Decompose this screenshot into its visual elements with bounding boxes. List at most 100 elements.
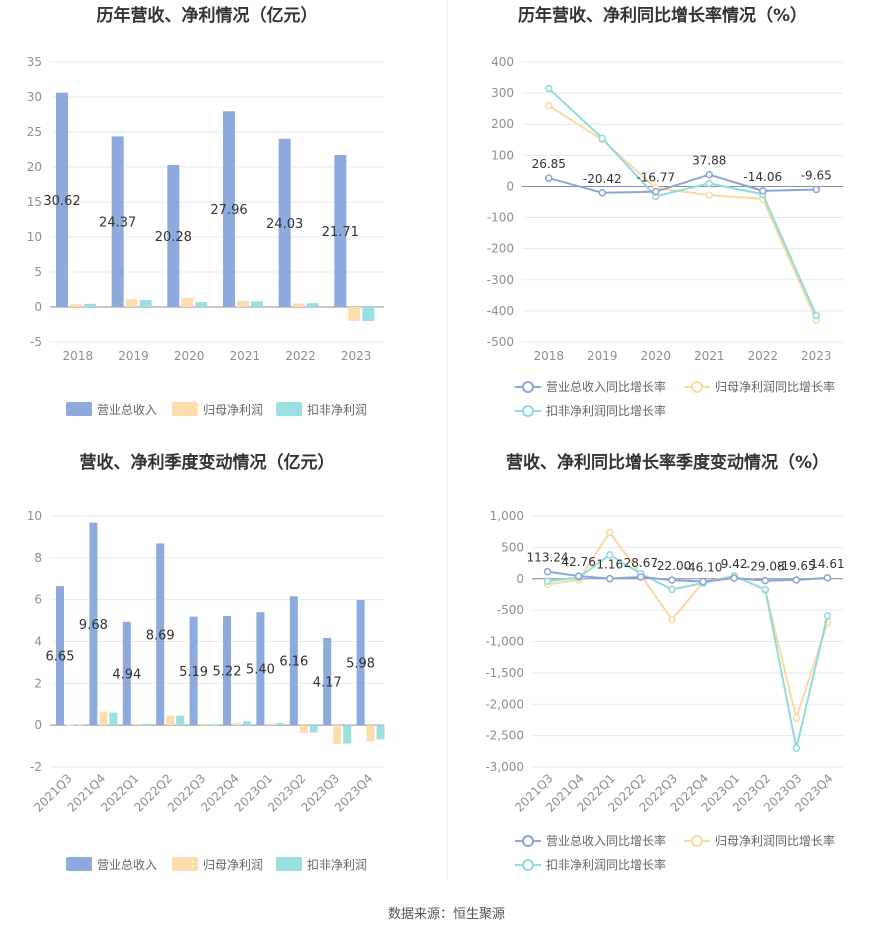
y-tick-label: -500 — [487, 335, 514, 349]
y-tick-label: 0 — [34, 718, 42, 732]
point-value-label: -22.00 — [653, 559, 692, 573]
point-value-label: 26.85 — [532, 157, 566, 171]
y-tick-label: 400 — [491, 55, 514, 69]
bar — [142, 723, 151, 726]
legend-label: 扣非净利润同比增长率 — [546, 857, 666, 872]
series-line — [548, 104, 818, 321]
data-point — [598, 189, 606, 197]
x-tick-label: 2018 — [533, 349, 564, 363]
y-tick-label: -1,000 — [485, 635, 524, 649]
data-point — [545, 101, 553, 110]
chart-title: 历年营收、净利同比增长率情况（%） — [518, 5, 807, 26]
bar-value-label: 5.98 — [346, 657, 375, 672]
bar — [166, 715, 175, 726]
bar — [66, 724, 74, 726]
bar — [237, 300, 249, 307]
point-value-label: 28.67 — [624, 556, 658, 570]
bar-value-label: 5.22 — [213, 665, 242, 680]
series-line — [547, 570, 828, 583]
bar-value-label: 9.68 — [79, 618, 108, 633]
series-line — [547, 530, 829, 722]
y-tick-label: 10 — [27, 509, 42, 523]
legend-marker — [691, 381, 703, 393]
bar — [256, 612, 265, 726]
bar — [89, 522, 98, 726]
data-point — [792, 714, 801, 722]
series-line — [547, 553, 829, 749]
bar — [223, 111, 235, 307]
legend-swatch — [172, 402, 198, 416]
bar-value-label: 30.62 — [43, 194, 80, 209]
data-point — [668, 585, 676, 594]
data-point — [668, 576, 676, 584]
bar-value-label: 5.19 — [179, 665, 208, 680]
legend-swatch — [66, 857, 92, 871]
data-point — [637, 573, 645, 581]
point-value-label: 14.61 — [810, 557, 844, 571]
y-tick-label: -3,000 — [485, 760, 524, 774]
y-tick-label: 1,000 — [490, 509, 524, 523]
y-tick-label: 100 — [491, 148, 514, 162]
legend-label: 营业总收入 — [97, 403, 157, 417]
data-point — [792, 576, 801, 584]
data-source-note: 数据来源：恒生聚源 — [387, 907, 505, 922]
bar — [343, 725, 352, 744]
bar-value-label: 20.28 — [155, 230, 192, 245]
bar — [195, 302, 208, 307]
data-point — [668, 615, 676, 624]
legend-label: 扣非净利润 — [307, 403, 367, 417]
series-line — [548, 173, 817, 194]
bar-value-label: 6.16 — [279, 655, 308, 670]
legend-label: 营业总收入 — [97, 858, 157, 872]
data-point — [543, 567, 552, 576]
y-tick-label: -400 — [487, 304, 514, 318]
x-tick-label: 2022 — [747, 349, 778, 363]
bar — [334, 155, 347, 307]
legend-label: 营业总收入同比增长率 — [546, 833, 666, 848]
data-point — [545, 174, 553, 182]
bar — [323, 637, 332, 726]
annual-growth-rate-chart: 历年营收、净利同比增长率情况（%） -500 -400 -300 -200 -100 0 10… — [487, 5, 843, 418]
bar — [111, 136, 124, 307]
legend-marker — [522, 405, 534, 417]
legend-swatch — [276, 857, 302, 871]
point-value-label: 37.88 — [692, 154, 726, 168]
y-tick-label: 35 — [27, 55, 42, 69]
y-tick-label: 15 — [27, 195, 42, 209]
data-point — [761, 585, 769, 594]
panel-divider — [447, 0, 448, 880]
y-tick-label: -2,000 — [485, 697, 524, 711]
data-point — [823, 612, 832, 620]
bar — [276, 723, 285, 726]
bar — [209, 724, 218, 726]
y-tick-label: 0 — [506, 179, 514, 193]
data-point — [574, 572, 583, 580]
legend-marker — [691, 835, 703, 847]
y-tick-label: 8 — [34, 551, 42, 565]
bar — [289, 596, 298, 726]
point-value-label: 113.24 — [527, 551, 569, 565]
y-tick-label: 2 — [34, 676, 42, 690]
bar-value-label: 6.65 — [46, 650, 75, 665]
data-point — [730, 574, 738, 582]
y-tick-label: -5 — [30, 335, 42, 349]
bar — [306, 303, 319, 307]
bar-value-label: 4.17 — [313, 676, 342, 691]
legend-label: 归母净利润同比增长率 — [715, 379, 835, 394]
point-value-label: 42.76 — [561, 555, 595, 569]
x-tick-label: 2020 — [640, 349, 671, 363]
x-tick-label: 2020 — [174, 349, 205, 363]
legend-swatch — [276, 402, 302, 416]
y-tick-label: 0 — [516, 572, 524, 586]
x-tick-label: 2023 — [341, 349, 372, 363]
bar — [156, 543, 165, 726]
bar — [356, 600, 365, 726]
y-tick-label: 6 — [34, 593, 42, 607]
bar — [122, 621, 131, 726]
bar — [366, 725, 375, 742]
bar-value-label: 8.69 — [146, 628, 175, 643]
bar — [333, 725, 342, 744]
x-tick-label: 2023 — [801, 349, 832, 363]
legend-label: 归母净利润 — [203, 403, 263, 417]
point-value-label: -46.10 — [684, 561, 723, 575]
